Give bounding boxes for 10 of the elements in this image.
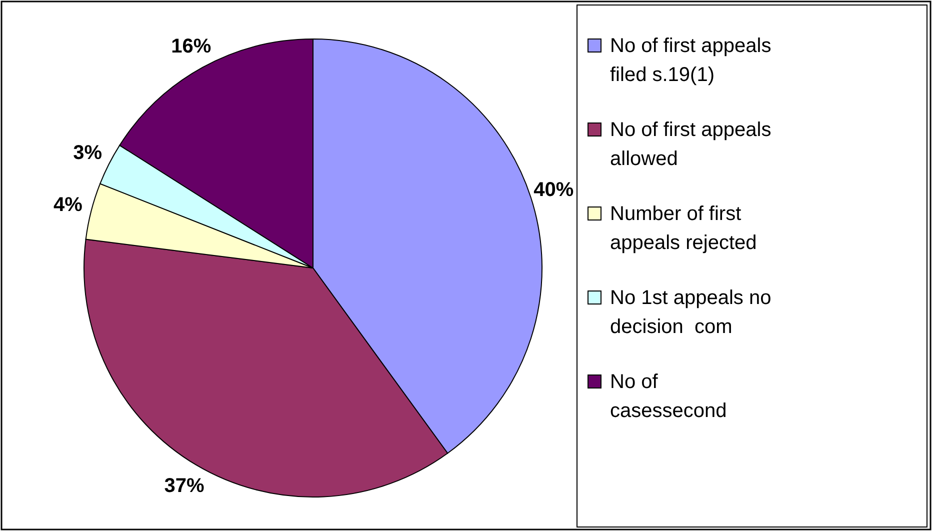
data-label: 3% xyxy=(73,142,102,164)
data-label: 4% xyxy=(53,194,83,216)
legend-label: No of first appeals allowed xyxy=(610,119,772,170)
legend-label: No 1st appeals no decision com xyxy=(610,287,772,338)
data-label: 37% xyxy=(164,474,204,497)
legend-label: No of first appeals filed s.19(1) xyxy=(610,35,772,86)
data-label: 16% xyxy=(171,35,212,58)
legend-label: No of casessecond xyxy=(610,371,727,422)
data-label: 40% xyxy=(534,178,574,201)
legend-label: Number of first appeals rejected xyxy=(610,203,757,254)
